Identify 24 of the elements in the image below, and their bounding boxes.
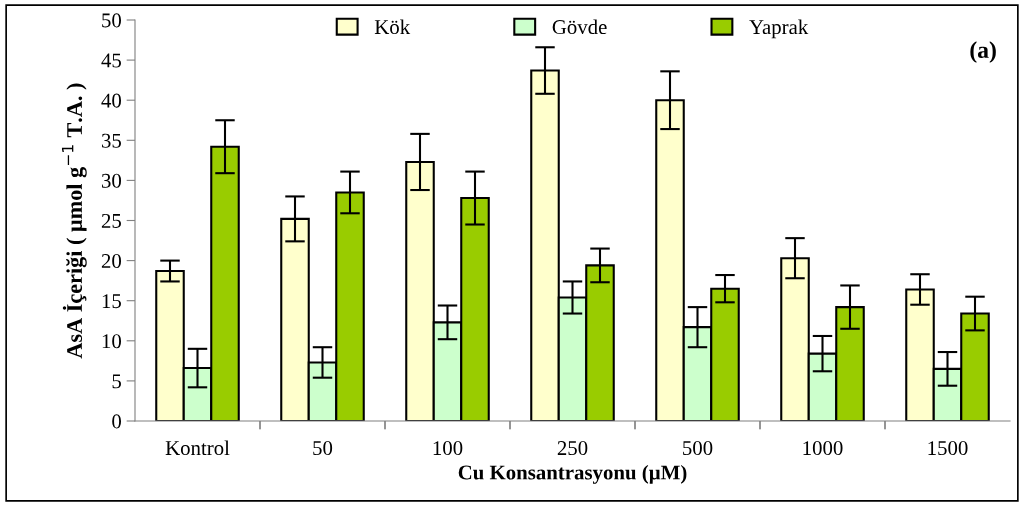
x-tick-label: 1000 bbox=[803, 441, 843, 456]
x-tick-label: Kontrol bbox=[165, 440, 230, 456]
y-tick-label: 50 bbox=[102, 13, 122, 28]
legend-label: Yaprak bbox=[749, 19, 809, 39]
legend-label: Gövde bbox=[552, 19, 607, 35]
x-tick-label: 50 bbox=[313, 441, 333, 456]
legend-label: Kök bbox=[374, 19, 411, 35]
y-tick-label: 5 bbox=[112, 374, 121, 389]
y-tick-label: 15 bbox=[102, 294, 121, 309]
y-tick-label: 45 bbox=[101, 53, 121, 68]
y-tick-label: 20 bbox=[101, 253, 122, 269]
y-tick-label: 10 bbox=[102, 334, 122, 349]
x-axis-title: Cu Konsantrasyonu (µM) bbox=[458, 464, 687, 484]
y-tick-label: 25 bbox=[101, 213, 121, 228]
annotation: (a) bbox=[970, 41, 996, 63]
y-tick-label: 40 bbox=[101, 93, 122, 108]
y-axis-title: AsA İçeriği ( µmol g$^{−1}$ T.A. ) bbox=[61, 83, 87, 359]
y-tick-label: 0 bbox=[112, 414, 122, 429]
y-tick-label: 35 bbox=[101, 133, 121, 148]
x-tick-label: 1500 bbox=[928, 441, 968, 456]
x-tick-label: 250 bbox=[557, 441, 588, 456]
y-tick-label: 30 bbox=[101, 173, 122, 188]
x-tick-label: 100 bbox=[433, 441, 463, 456]
x-tick-label: 500 bbox=[683, 441, 713, 456]
